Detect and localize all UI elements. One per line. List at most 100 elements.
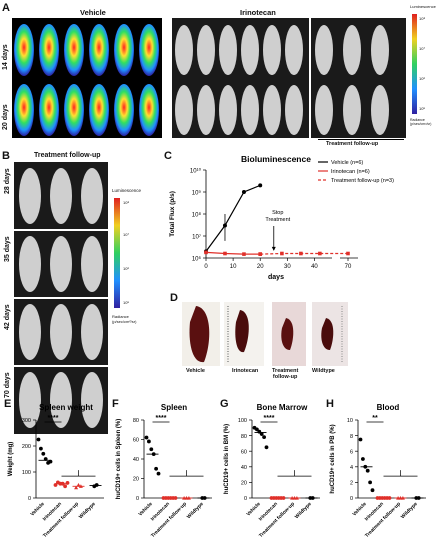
data-point: [144, 435, 149, 440]
data-point: [36, 437, 41, 442]
annotation-text: Treatment: [265, 217, 290, 223]
data-point: [258, 183, 263, 188]
a-followup-label: Treatment follow-up: [326, 141, 379, 147]
y-tick-label: 60: [241, 449, 247, 455]
panel-d-letter: D: [170, 292, 178, 304]
x-tick-label: 0: [204, 264, 208, 270]
y-tick-label: 10⁶: [192, 256, 202, 263]
legend-label: Vehicle (n=6): [331, 160, 363, 166]
data-point: [368, 480, 372, 485]
chart-title: Bioluminescence: [241, 154, 311, 164]
y-tick-label: 200: [22, 444, 31, 450]
x-tick-label: 20: [257, 264, 264, 270]
scale-colorbar: [412, 14, 417, 114]
y-tick-label: 60: [133, 438, 139, 444]
irinotecan-title: Irinotecan: [240, 8, 276, 17]
d-label-wildtype: Wildtype: [312, 368, 335, 374]
y-axis-label: huCD19+ cells in Spleen (%): [116, 419, 122, 500]
y-axis-label: Total Flux (p/s): [169, 191, 176, 237]
data-point: [370, 488, 375, 493]
scale-tick: 10⁸: [123, 200, 130, 205]
y-tick-label: 6: [350, 449, 353, 455]
panel-b-letter: B: [2, 150, 10, 162]
x-tick-label: 40: [311, 264, 318, 270]
scale-tick: 10⁶: [419, 76, 426, 81]
significance-label: ****: [264, 415, 275, 422]
scale-tick: 10⁸: [419, 16, 426, 21]
irinotecan-bioluminescence-images: [172, 18, 406, 138]
y-tick-label: 20: [241, 481, 247, 487]
bioluminescence-chart: Bioluminescence 10⁶ 10⁷ 10⁸ 10⁹ 10¹⁰ 0 10 20 30 40…: [169, 154, 394, 281]
data-point: [361, 457, 365, 461]
row-label-14-days: 14 days: [2, 44, 9, 70]
data-point: [63, 484, 67, 489]
data-point: [242, 252, 246, 256]
y-tick-label: 20: [133, 477, 139, 483]
y-tick-label: 10⁷: [192, 234, 201, 241]
series-line: [205, 251, 261, 255]
data-point: [280, 251, 284, 256]
b-row-70: 70 days: [4, 372, 11, 398]
scale-title: Luminescence: [410, 4, 436, 9]
data-point: [318, 251, 322, 256]
y-tick-label: 0: [136, 496, 139, 502]
data-point: [223, 251, 227, 256]
followup-bracket: [318, 139, 404, 140]
data-point: [41, 451, 46, 456]
data-point: [154, 466, 158, 471]
y-tick-label: 80: [241, 434, 247, 440]
chart-title: Spleen: [161, 403, 187, 412]
y-tick-label: 10⁹: [192, 190, 202, 197]
y-tick-label: 40: [133, 457, 139, 463]
panel-c-letter: C: [164, 150, 172, 162]
panel-f-letter: F: [112, 398, 119, 410]
scale-title: Luminescence: [112, 188, 142, 193]
d-label-irinotecan: Irinotecan: [232, 368, 259, 374]
spleen-huCD19-chart: Spleen 0 20 40 60 80 huCD19+ cells in Spleen (…: [116, 403, 212, 539]
y-tick-label: 8: [350, 434, 353, 440]
vehicle-title: Vehicle: [80, 8, 106, 17]
data-point: [255, 427, 259, 432]
significance-label: **: [372, 415, 378, 422]
y-tick-label: 100: [22, 470, 31, 476]
y-tick-label: 0: [244, 496, 247, 502]
data-point: [358, 437, 363, 442]
b-title: Treatment follow-up: [34, 152, 101, 159]
panel-e-letter: E: [4, 398, 12, 410]
series-line: [260, 252, 348, 255]
panel-h-letter: H: [326, 398, 334, 410]
y-tick-label: 10⁸: [192, 212, 202, 219]
scale-tick: 10⁵: [123, 300, 130, 305]
y-tick-label: 300: [22, 418, 31, 424]
y-tick-label: 4: [350, 465, 353, 471]
data-point: [65, 481, 70, 485]
y-tick-label: 100: [238, 418, 247, 424]
significance-label: ****: [156, 415, 167, 422]
y-tick-label: 10: [347, 418, 353, 424]
x-category-label: Wildtype: [294, 501, 313, 520]
scale-tick: 10⁶: [123, 266, 130, 271]
data-point: [259, 432, 264, 436]
data-point: [365, 468, 370, 473]
y-tick-label: 80: [133, 418, 139, 424]
vehicle-bioluminescence-images: [12, 18, 162, 138]
x-tick-label: 30: [284, 264, 291, 270]
data-point: [156, 471, 161, 476]
chart-title: Bone Marrow: [257, 403, 308, 412]
data-point: [39, 446, 43, 451]
y-tick-label: 0: [350, 496, 353, 502]
scale-tick: 10⁷: [419, 46, 425, 51]
y-tick-label: 40: [241, 465, 247, 471]
y-tick-label: 10¹⁰: [190, 168, 202, 175]
scale-tick: 10⁵: [419, 106, 426, 111]
data-point: [241, 190, 246, 194]
panel-a-letter: A: [2, 2, 10, 14]
luminescence-scale-a: Luminescence 10⁸ 10⁷ 10⁶ 10⁵ Radiance (p…: [410, 4, 436, 142]
b-row-28: 28 days: [4, 168, 11, 194]
data-point: [299, 251, 303, 256]
data-point: [264, 445, 269, 450]
x-axis-label: days: [268, 274, 284, 281]
series-line: [205, 184, 261, 252]
y-axis-label: huCD19+ cells in BM (%): [224, 424, 230, 494]
